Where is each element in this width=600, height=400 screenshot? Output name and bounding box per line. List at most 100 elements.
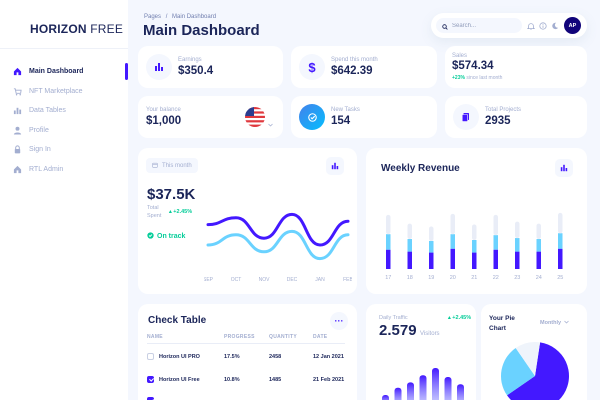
x-tick-label: JAN [315,277,325,283]
column-header-quantity[interactable]: QUANTITY [269,334,297,340]
x-tick-label: 25 [557,275,563,281]
bar-chart-icon [560,159,568,177]
x-tick-label: 18 [407,275,413,281]
weekly-chart-options-button[interactable] [555,159,573,177]
bar-segment [558,212,563,234]
balance-value: $1,000 [146,115,182,127]
bar-chart-icon [12,106,22,116]
bar-segment [429,252,434,269]
sidebar-item-main-dashboard[interactable]: Main Dashboard [0,62,128,82]
x-tick-label: 23 [514,275,520,281]
traffic-bar [419,375,427,400]
bar-segment [536,251,541,269]
traffic-bar [394,387,402,400]
sales-change: +23% since last month [452,75,503,81]
traffic-bar [382,395,389,400]
bar-segment [450,213,455,235]
row-checkbox[interactable] [147,353,154,360]
total-spent-label-line1: Total [147,205,159,211]
calendar-icon [152,162,158,170]
bar-segment [472,224,477,240]
traffic-bar [407,382,414,400]
up-arrow-icon: ▴ [448,315,451,321]
sales-label: Sales [452,53,468,59]
daily-traffic-card: Daily Traffic ▴ +2.45% 2.579 Visitors [366,304,476,400]
cart-icon [12,86,22,96]
earnings-value: $350.4 [178,65,214,77]
pie-chart [501,342,569,400]
x-tick-label: 24 [536,275,542,281]
daily-traffic-bar-chart [382,368,464,400]
bar-segment [472,240,477,253]
pie-slice [515,342,541,376]
top-bar: AP [431,13,587,38]
x-tick-label: OCT [231,277,242,283]
daily-traffic-unit: Visitors [420,331,440,337]
bar-segment [472,252,477,269]
column-header-progress[interactable]: PROGRESS [224,334,255,340]
this-month-button[interactable]: This month [146,158,198,173]
sidebar-item-profile[interactable]: Profile [0,121,128,141]
x-tick-label: SEP [204,277,214,283]
notification-bell-icon[interactable] [526,21,535,30]
x-tick-label: 19 [428,275,434,281]
sidebar-item-rtl-admin[interactable]: RTL Admin [0,160,128,180]
column-header-name[interactable]: NAME [147,334,163,340]
bar-segment [536,223,541,240]
info-icon[interactable] [538,21,547,30]
daily-traffic-value: 2.579 [379,322,417,339]
column-header-date[interactable]: DATE [313,334,328,340]
bar-segment [515,251,520,269]
sidebar: HORIZON FREE Main Dashboard NFT Marketpl… [0,0,128,400]
bar-segment [493,249,498,269]
balance-label: Your balance [146,107,181,113]
sidebar-item-label: RTL Admin [29,165,64,173]
search-box[interactable] [436,18,522,33]
chart-options-button[interactable] [326,157,344,175]
table-header-divider [147,343,345,344]
check-table-menu-button[interactable]: ··· [330,312,348,330]
sidebar-item-sign-in[interactable]: Sign In [0,140,128,160]
sales-value: $574.34 [452,60,494,72]
sidebar-item-label: Sign In [29,146,51,154]
pie-slice [501,348,535,396]
x-tick-label: 22 [493,275,499,281]
dark-mode-moon-icon[interactable] [550,21,559,30]
period-select[interactable]: Monthly [540,320,569,326]
bar-chart-icon [331,157,339,175]
pie-slice [507,342,569,400]
traffic-bar [432,368,439,400]
sidebar-item-data-tables[interactable]: Data Tables [0,101,128,121]
earnings-card: Earnings $350.4 [138,46,283,88]
row-date: 21 Feb 2021 [313,377,345,383]
home-icon [12,164,22,174]
spend-card: $ Spend this month $642.39 [291,46,437,88]
breadcrumb-root-link[interactable]: Pages [144,14,162,20]
us-flag-icon [245,107,265,127]
search-input[interactable] [452,22,514,29]
bar-segment [429,226,434,241]
currency-dropdown-chevron-icon[interactable] [268,114,273,132]
sidebar-item-label: NFT Marketplace [29,87,83,95]
home-icon [12,67,22,77]
check-circle-icon [147,232,154,241]
line-series-2 [206,229,350,261]
sidebar-item-nft-marketplace[interactable]: NFT Marketplace [0,82,128,102]
row-date: 12 Jan 2021 [313,354,344,360]
row-checkbox[interactable] [147,397,154,400]
avatar[interactable]: AP [564,17,581,34]
breadcrumb-current: Main Dashboard [172,14,217,20]
row-checkbox[interactable] [147,376,154,383]
sidebar-item-label: Data Tables [29,107,66,115]
daily-traffic-label: Daily Traffic [379,315,408,321]
line-series-1 [206,212,350,247]
bar-segment [450,248,455,269]
brand-logo[interactable]: HORIZON FREE [30,22,124,36]
bar-segment [536,239,541,252]
projects-value: 2935 [485,115,511,127]
tasks-value: 154 [331,115,351,127]
check-table-card: Check Table ··· [138,304,357,400]
bar-segment [386,234,391,250]
bar-segment [558,248,563,269]
traffic-change: ▴ +2.45% [448,315,472,321]
